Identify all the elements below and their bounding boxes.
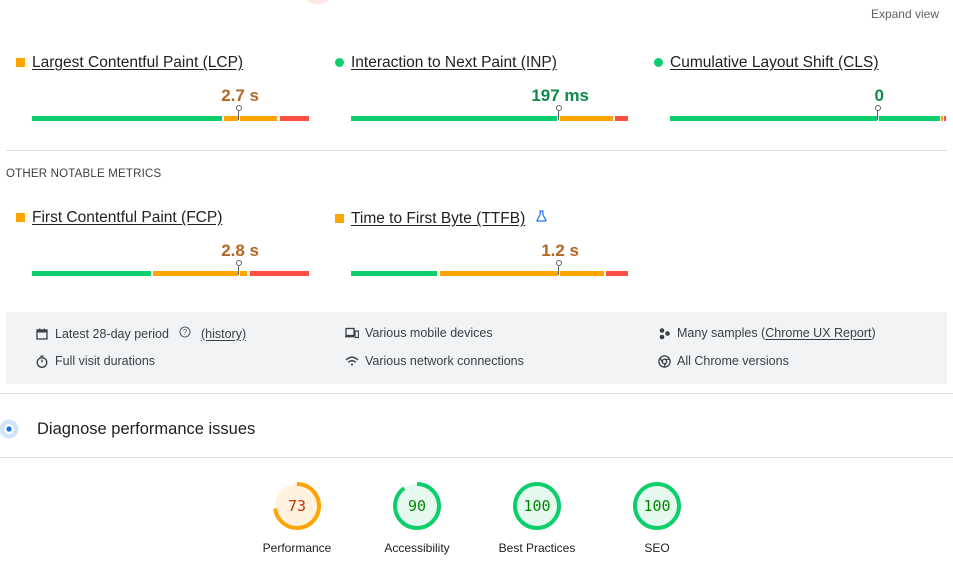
score-label: Performance bbox=[262, 541, 332, 555]
history-link[interactable]: (history) bbox=[200, 326, 247, 341]
score-gauge-performance[interactable]: 73 Performance bbox=[242, 480, 352, 555]
average-square-icon bbox=[16, 213, 25, 222]
score-arc bbox=[273, 482, 321, 530]
score-label: SEO bbox=[644, 541, 670, 555]
info-samples-text: Many samples ( bbox=[677, 326, 766, 340]
info-samples-suffix: ) bbox=[871, 326, 876, 340]
flask-icon[interactable] bbox=[536, 209, 547, 227]
metric-ttfb-title[interactable]: Time to First Byte (TTFB) bbox=[351, 210, 526, 227]
score-gauge-ring: 100 bbox=[513, 482, 561, 530]
diagnose-icon bbox=[0, 418, 22, 445]
metric-cls-value: 0 bbox=[874, 86, 884, 105]
metric-cls-marker bbox=[875, 105, 881, 121]
metric-fcp: First Contentful Paint (FCP) bbox=[16, 209, 222, 227]
score-gauge-best-practices[interactable]: 100 Best Practices bbox=[482, 480, 592, 555]
average-square-icon bbox=[16, 58, 25, 67]
score-label: Best Practices bbox=[498, 541, 576, 555]
score-gauge-ring: 73 bbox=[273, 482, 321, 530]
calendar-icon bbox=[35, 327, 49, 341]
metric-cls-distribution-bar bbox=[670, 105, 946, 121]
diagnose-heading: Diagnose performance issues bbox=[37, 420, 256, 438]
score-arc bbox=[393, 482, 441, 530]
info-network-text: Various network connections bbox=[365, 354, 524, 368]
metric-cls-title[interactable]: Cumulative Layout Shift (CLS) bbox=[670, 54, 879, 71]
metric-cls: Cumulative Layout Shift (CLS) bbox=[654, 54, 878, 72]
metric-ttfb: Time to First Byte (TTFB) bbox=[335, 209, 547, 228]
devices-icon bbox=[345, 326, 359, 340]
average-square-icon bbox=[335, 214, 344, 223]
info-period: Latest 28-day period ? (history) bbox=[35, 326, 246, 341]
timer-icon bbox=[35, 354, 49, 368]
metric-inp-title[interactable]: Interaction to Next Paint (INP) bbox=[351, 54, 557, 71]
expand-view-button[interactable]: Expand view bbox=[870, 7, 939, 21]
score-gauge-ring: 90 bbox=[393, 482, 441, 530]
metric-inp-marker bbox=[556, 105, 562, 121]
help-icon[interactable]: ? bbox=[179, 326, 191, 341]
info-versions-text: All Chrome versions bbox=[677, 354, 789, 368]
metric-ttfb-marker bbox=[556, 260, 562, 276]
info-durations: Full visit durations bbox=[35, 354, 155, 368]
chrome-ux-report-link[interactable]: Chrome UX Report bbox=[765, 326, 872, 340]
section-divider bbox=[6, 150, 947, 151]
metric-inp: Interaction to Next Paint (INP) bbox=[335, 54, 557, 72]
section-divider bbox=[0, 393, 953, 394]
section-divider bbox=[0, 457, 953, 458]
good-dot-icon bbox=[654, 58, 663, 67]
score-value: 100 bbox=[523, 497, 550, 515]
metric-fcp-title[interactable]: First Contentful Paint (FCP) bbox=[32, 209, 223, 226]
score-value: 90 bbox=[408, 497, 426, 515]
info-devices: Various mobile devices bbox=[345, 326, 493, 340]
info-devices-text: Various mobile devices bbox=[365, 326, 493, 340]
score-gauge-seo[interactable]: 100 SEO bbox=[602, 480, 712, 555]
field-data-info-panel bbox=[6, 312, 947, 384]
score-value: 73 bbox=[288, 497, 306, 515]
svg-text:?: ? bbox=[183, 328, 188, 337]
metric-fcp-value: 2.8 s bbox=[221, 241, 259, 260]
metric-ttfb-value: 1.2 s bbox=[541, 241, 579, 260]
wifi-icon bbox=[345, 354, 359, 368]
samples-icon bbox=[657, 326, 671, 340]
metric-fcp-marker bbox=[236, 260, 242, 276]
info-durations-text: Full visit durations bbox=[55, 354, 156, 368]
metric-inp-value: 197 ms bbox=[531, 86, 589, 105]
info-samples: Many samples (Chrome UX Report) bbox=[657, 326, 876, 340]
top-decoration bbox=[303, 0, 333, 4]
info-period-text: Latest 28-day period bbox=[55, 326, 169, 341]
metric-lcp: Largest Contentful Paint (LCP) bbox=[16, 54, 243, 72]
metric-lcp-distribution-bar bbox=[32, 105, 309, 121]
score-gauge-ring: 100 bbox=[633, 482, 681, 530]
metric-fcp-distribution-bar bbox=[32, 260, 309, 276]
metric-lcp-title[interactable]: Largest Contentful Paint (LCP) bbox=[32, 54, 244, 71]
metric-lcp-value: 2.7 s bbox=[221, 86, 259, 105]
score-gauge-accessibility[interactable]: 90 Accessibility bbox=[362, 480, 472, 555]
score-gauges: 73 Performance 90 Accessibility 100 Best Prac… bbox=[242, 480, 712, 555]
score-arc bbox=[513, 482, 561, 530]
metric-inp-distribution-bar bbox=[351, 105, 628, 121]
score-value: 100 bbox=[643, 497, 670, 515]
good-dot-icon bbox=[335, 58, 344, 67]
metric-ttfb-distribution-bar bbox=[351, 260, 628, 276]
info-versions: All Chrome versions bbox=[657, 354, 789, 368]
score-arc bbox=[633, 482, 681, 530]
chrome-icon bbox=[657, 354, 671, 368]
score-label: Accessibility bbox=[384, 541, 450, 555]
info-network: Various network connections bbox=[345, 354, 524, 368]
metric-lcp-marker bbox=[236, 105, 242, 121]
other-metrics-heading: OTHER NOTABLE METRICS bbox=[6, 168, 162, 180]
